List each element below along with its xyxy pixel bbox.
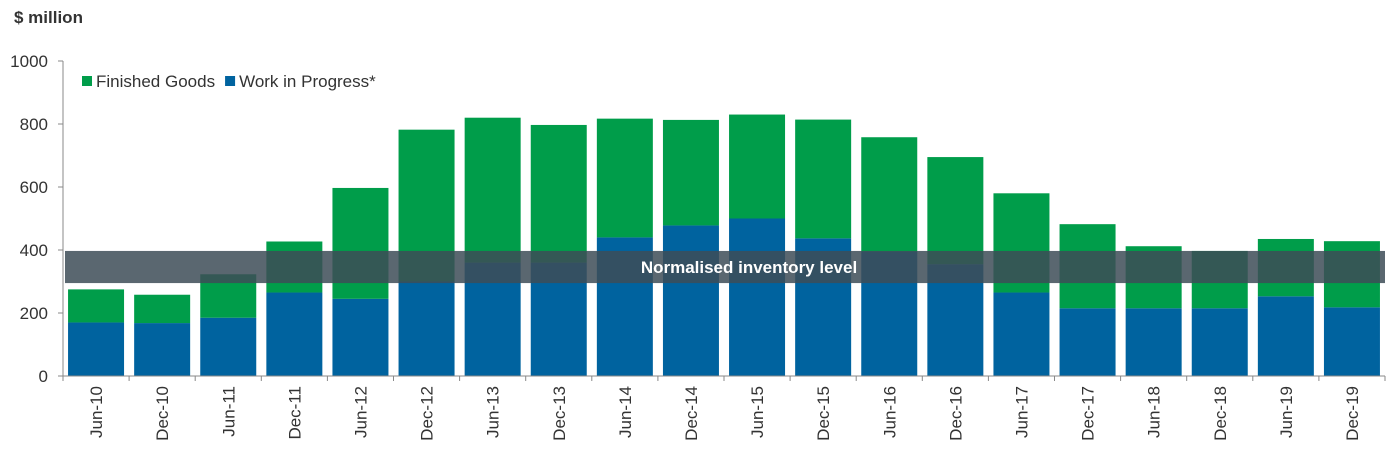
bar-work-in-progress-dec-14	[662, 225, 719, 376]
x-tick-label-jun-18: Jun-18	[1145, 386, 1164, 438]
bar-work-in-progress-jun-18	[1125, 308, 1182, 376]
bar-work-in-progress-dec-12	[398, 281, 455, 376]
x-tick-label-dec-18: Dec-18	[1211, 386, 1230, 441]
bar-work-in-progress-jun-19	[1257, 296, 1314, 376]
x-tick-label-jun-19: Jun-19	[1277, 386, 1296, 438]
legend-swatch-work-in-progress	[225, 76, 236, 86]
bar-work-in-progress-jun-11	[200, 317, 257, 376]
x-tick-label-jun-11: Jun-11	[219, 386, 238, 437]
x-tick-label-jun-16: Jun-16	[880, 386, 899, 438]
bar-finished-goods-dec-10	[134, 294, 191, 324]
x-tick-label-dec-11: Dec-11	[285, 386, 304, 440]
x-tick-label-dec-13: Dec-13	[550, 386, 569, 441]
bar-work-in-progress-dec-17	[1059, 308, 1116, 376]
bar-finished-goods-jun-15	[729, 114, 786, 219]
bar-work-in-progress-jun-15	[729, 218, 786, 376]
axes-layer: 0 200 400 600 800 1000 Jun-10 Dec-10 Jun-11 Dec-1…	[10, 52, 1386, 441]
bar-finished-goods-dec-15	[795, 119, 852, 239]
legend-label-work-in-progress: Work in Progress*	[239, 72, 376, 91]
bars-layer	[68, 114, 1380, 376]
y-unit-label: $ million	[14, 8, 83, 27]
x-tick-label-jun-12: Jun-12	[351, 386, 370, 438]
normalised-band-label: Normalised inventory level	[641, 258, 857, 277]
bar-finished-goods-dec-14	[662, 119, 719, 226]
bar-work-in-progress-jun-10	[68, 322, 125, 376]
x-tick-label-dec-12: Dec-12	[418, 386, 437, 441]
bar-finished-goods-jun-14	[596, 118, 653, 238]
y-tick-label-800: 800	[20, 115, 48, 134]
x-tick-label-dec-15: Dec-15	[814, 386, 833, 441]
bar-work-in-progress-jun-12	[332, 298, 389, 376]
x-tick-label-dec-17: Dec-17	[1079, 386, 1098, 441]
y-tick-label-400: 400	[20, 241, 48, 260]
x-tick-label-jun-17: Jun-17	[1012, 386, 1031, 438]
bar-finished-goods-jun-16	[861, 137, 918, 252]
y-tick-label-600: 600	[20, 178, 48, 197]
bar-work-in-progress-dec-11	[266, 292, 323, 376]
bar-finished-goods-jun-10	[68, 289, 125, 323]
x-tick-label-jun-15: Jun-15	[748, 386, 767, 438]
bar-finished-goods-jun-13	[464, 117, 521, 263]
legend-swatch-finished-goods	[82, 76, 92, 86]
y-tick-label-200: 200	[20, 304, 48, 323]
legend-label-finished-goods: Finished Goods	[96, 72, 215, 91]
x-tick-label-dec-16: Dec-16	[946, 386, 965, 441]
x-tick-label-jun-13: Jun-13	[484, 386, 503, 438]
normalised-band-layer: Normalised inventory level	[65, 250, 1385, 284]
x-tick-label-jun-10: Jun-10	[87, 386, 106, 438]
x-tick-label-jun-14: Jun-14	[616, 386, 635, 438]
y-tick-label-1000: 1000	[10, 52, 48, 71]
normalised-band	[65, 250, 1385, 284]
legend: Finished Goods Work in Progress*	[82, 72, 376, 91]
x-tick-label-dec-19: Dec-19	[1343, 386, 1362, 441]
bar-work-in-progress-jun-17	[993, 292, 1050, 376]
bar-work-in-progress-dec-10	[134, 323, 191, 376]
x-tick-label-dec-10: Dec-10	[153, 386, 172, 441]
bar-work-in-progress-dec-18	[1191, 308, 1248, 376]
y-tick-label-0: 0	[39, 367, 48, 386]
bar-work-in-progress-dec-19	[1323, 307, 1380, 376]
bar-finished-goods-dec-16	[927, 157, 984, 265]
bar-finished-goods-dec-13	[530, 124, 587, 263]
x-tick-label-dec-14: Dec-14	[682, 386, 701, 441]
